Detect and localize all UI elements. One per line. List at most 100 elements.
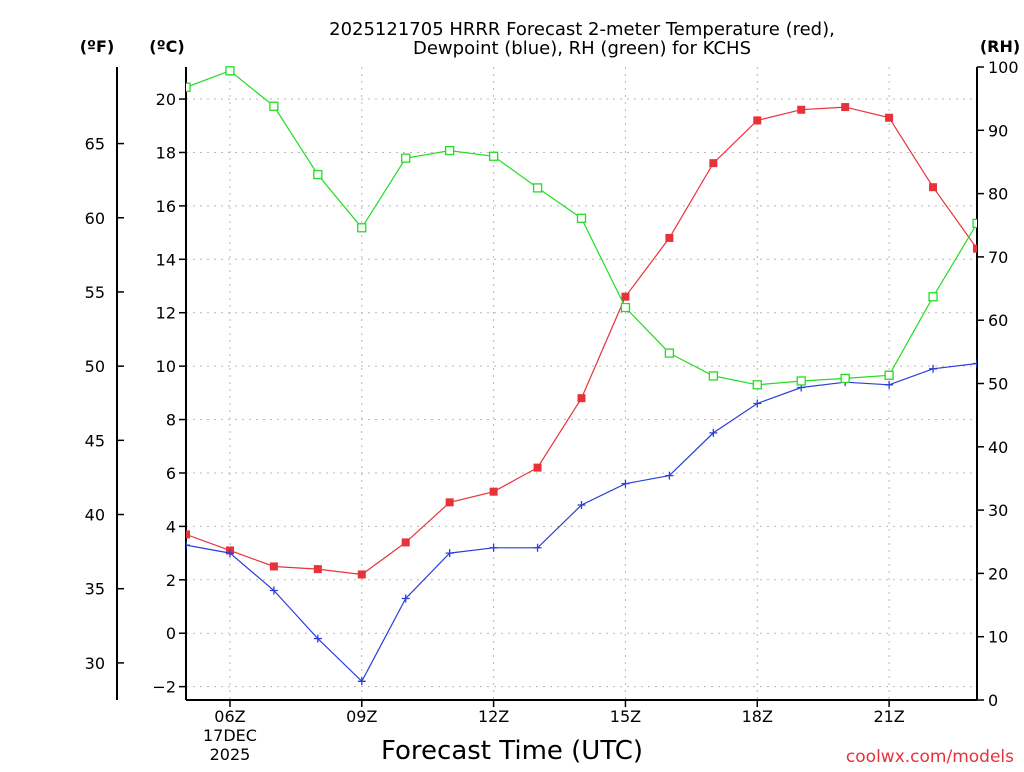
dewpoint-point [665, 471, 674, 480]
celsius-tick-label: −2 [152, 678, 176, 697]
rh-point [269, 101, 279, 111]
temperature-point [929, 183, 938, 192]
fahrenheit-tick-label: 50 [85, 357, 105, 376]
celsius-tick-label: 12 [156, 304, 176, 323]
rh-tick-label: 50 [988, 375, 1008, 394]
rh-line [186, 70, 977, 386]
temperature-point [489, 487, 498, 496]
fahrenheit-tick-label: 65 [85, 135, 105, 154]
temperature-point [313, 565, 322, 574]
rh-tick-label: 30 [988, 501, 1008, 520]
temperature-point [841, 103, 850, 112]
dewpoint-point [709, 428, 718, 437]
celsius-tick-label: 8 [166, 411, 176, 430]
x-tick-label: 06Z [214, 707, 245, 726]
celsius-tick-label: 18 [156, 143, 176, 162]
temperature-point [665, 233, 674, 242]
x-tick-label: 12Z [478, 707, 509, 726]
rh-point [488, 151, 499, 161]
celsius-tick-label: 6 [166, 464, 176, 483]
x-tick-label: 09Z [346, 707, 377, 726]
x-axis-label: Forecast Time (UTC) [381, 736, 643, 766]
temperature-point [797, 105, 806, 114]
x-tick-label: 2025 [210, 745, 251, 764]
rh-point [664, 348, 675, 358]
x-tick-label: 18Z [742, 707, 773, 726]
rh-point [972, 218, 977, 229]
axes-layer: −2 0 2 4 6 8 10 12 14 16 18 20 30 35 40 45 50 55 60 65 0 10 20… [85, 58, 1019, 764]
rh-point [752, 380, 762, 390]
frame-layer [116, 67, 978, 701]
rh-tick-label: 40 [988, 438, 1008, 457]
fahrenheit-tick-label: 40 [85, 506, 105, 525]
x-tick-label: 21Z [873, 707, 904, 726]
rh-tick-label: 90 [988, 121, 1008, 140]
grid-layer [186, 67, 977, 700]
dewpoint-point [225, 549, 234, 558]
rh-point [401, 153, 411, 163]
rh-tick-label: 60 [988, 311, 1008, 330]
celsius-unit-label: (ºC) [149, 37, 184, 56]
rh-point [532, 183, 543, 193]
rh-tick-label: 80 [988, 185, 1008, 204]
dewpoint-point [186, 541, 190, 550]
fahrenheit-unit-label: (ºF) [80, 37, 115, 56]
rh-tick-label: 20 [988, 564, 1008, 583]
rh-point [186, 82, 191, 92]
fahrenheit-tick-label: 45 [85, 431, 105, 450]
temperature-point [577, 394, 586, 403]
dewpoint-point [533, 543, 542, 552]
fahrenheit-tick-label: 30 [85, 654, 105, 673]
dewpoint-point [489, 543, 498, 552]
temperature-point [753, 116, 762, 125]
dewpoint-point [577, 501, 586, 510]
temperature-point [445, 498, 454, 507]
fahrenheit-tick-label: 35 [85, 580, 105, 599]
rh-point [620, 302, 631, 313]
rh-point [313, 169, 323, 180]
temperature-point [885, 113, 894, 122]
dewpoint-point [753, 399, 762, 408]
dewpoint-point [313, 634, 322, 643]
dewpoint-point [269, 586, 278, 595]
temperature-point [269, 562, 278, 571]
temperature-point [357, 570, 366, 579]
dewpoint-point [445, 549, 454, 558]
celsius-tick-label: 20 [156, 90, 176, 109]
fahrenheit-tick-label: 60 [85, 209, 105, 228]
credit-text: coolwx.com/models [846, 747, 1014, 767]
chart-title-line-2: Dewpoint (blue), RH (green) for KCHS [413, 38, 751, 59]
rh-tick-label: 100 [988, 58, 1019, 77]
rh-tick-label: 10 [988, 628, 1008, 647]
celsius-tick-label: 4 [166, 517, 176, 536]
temperature-point [621, 292, 630, 301]
dewpoint-point [357, 677, 366, 686]
temperature-point [709, 159, 718, 168]
rh-tick-label: 0 [988, 691, 998, 710]
rh-point [928, 292, 938, 302]
x-tick-label: 15Z [610, 707, 641, 726]
celsius-tick-label: 14 [156, 250, 176, 269]
celsius-tick-label: 16 [156, 197, 176, 216]
rh-point [708, 371, 718, 381]
temperature-point [973, 244, 977, 253]
dewpoint-point [401, 594, 410, 603]
rh-point [445, 145, 455, 156]
temperature-point [186, 530, 190, 539]
rh-point [796, 376, 806, 386]
dewpoint-point [929, 364, 938, 373]
dewpoint-point [973, 359, 977, 368]
dewpoint-point [885, 380, 894, 389]
temperature-point [533, 463, 542, 472]
rh-point [576, 213, 587, 223]
celsius-tick-label: 2 [166, 571, 176, 590]
dewpoint-point [621, 479, 630, 488]
rh-unit-label: (RH) [980, 37, 1020, 56]
series-layer [186, 66, 977, 686]
x-tick-label: 17DEC [203, 726, 257, 745]
celsius-tick-label: 0 [166, 624, 176, 643]
rh-point [840, 373, 850, 384]
celsius-tick-label: 10 [156, 357, 176, 376]
